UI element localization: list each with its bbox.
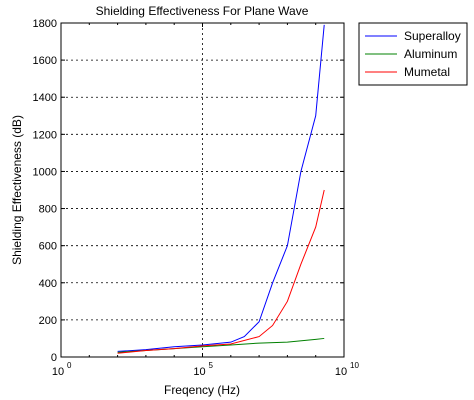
y-tick-label: 200 bbox=[39, 315, 57, 327]
x-axis-label: Freqency (Hz) bbox=[164, 383, 240, 397]
y-tick-label: 400 bbox=[39, 278, 57, 290]
y-tick-label: 600 bbox=[39, 241, 57, 253]
legend: Superalloy Aluminum Mumetal bbox=[358, 22, 468, 86]
legend-label-superalloy: Superalloy bbox=[404, 29, 461, 43]
x-tick-label: 10 bbox=[335, 366, 347, 378]
y-tick-label: 0 bbox=[51, 352, 57, 364]
y-tick-label: 1800 bbox=[33, 18, 57, 30]
y-tick-label: 1600 bbox=[33, 55, 57, 67]
y-tick-label: 1200 bbox=[33, 129, 57, 141]
y-tick-label: 1000 bbox=[33, 166, 57, 178]
x-tick-label-exponent: 5 bbox=[209, 361, 214, 370]
legend-label-mumetal: Mumetal bbox=[404, 65, 450, 79]
x-tick-label-exponent: 0 bbox=[67, 361, 72, 370]
series-line-superalloy bbox=[117, 24, 325, 352]
axis-ticks: 0200400600800100012001400160018001001051… bbox=[33, 18, 360, 378]
y-tick-label: 800 bbox=[39, 204, 57, 216]
series-line-mumetal bbox=[117, 189, 325, 354]
grid-lines bbox=[61, 23, 344, 357]
chart-title: Shielding Effectiveness For Plane Wave bbox=[96, 4, 309, 18]
y-tick-label: 1400 bbox=[33, 92, 57, 104]
x-tick-label: 10 bbox=[193, 366, 205, 378]
x-tick-label: 10 bbox=[52, 366, 64, 378]
y-axis-label: Shielding Effectiveness (dB) bbox=[10, 115, 24, 265]
series-lines bbox=[117, 24, 325, 354]
x-tick-label-exponent: 10 bbox=[350, 361, 359, 370]
legend-label-aluminum: Aluminum bbox=[404, 47, 457, 61]
